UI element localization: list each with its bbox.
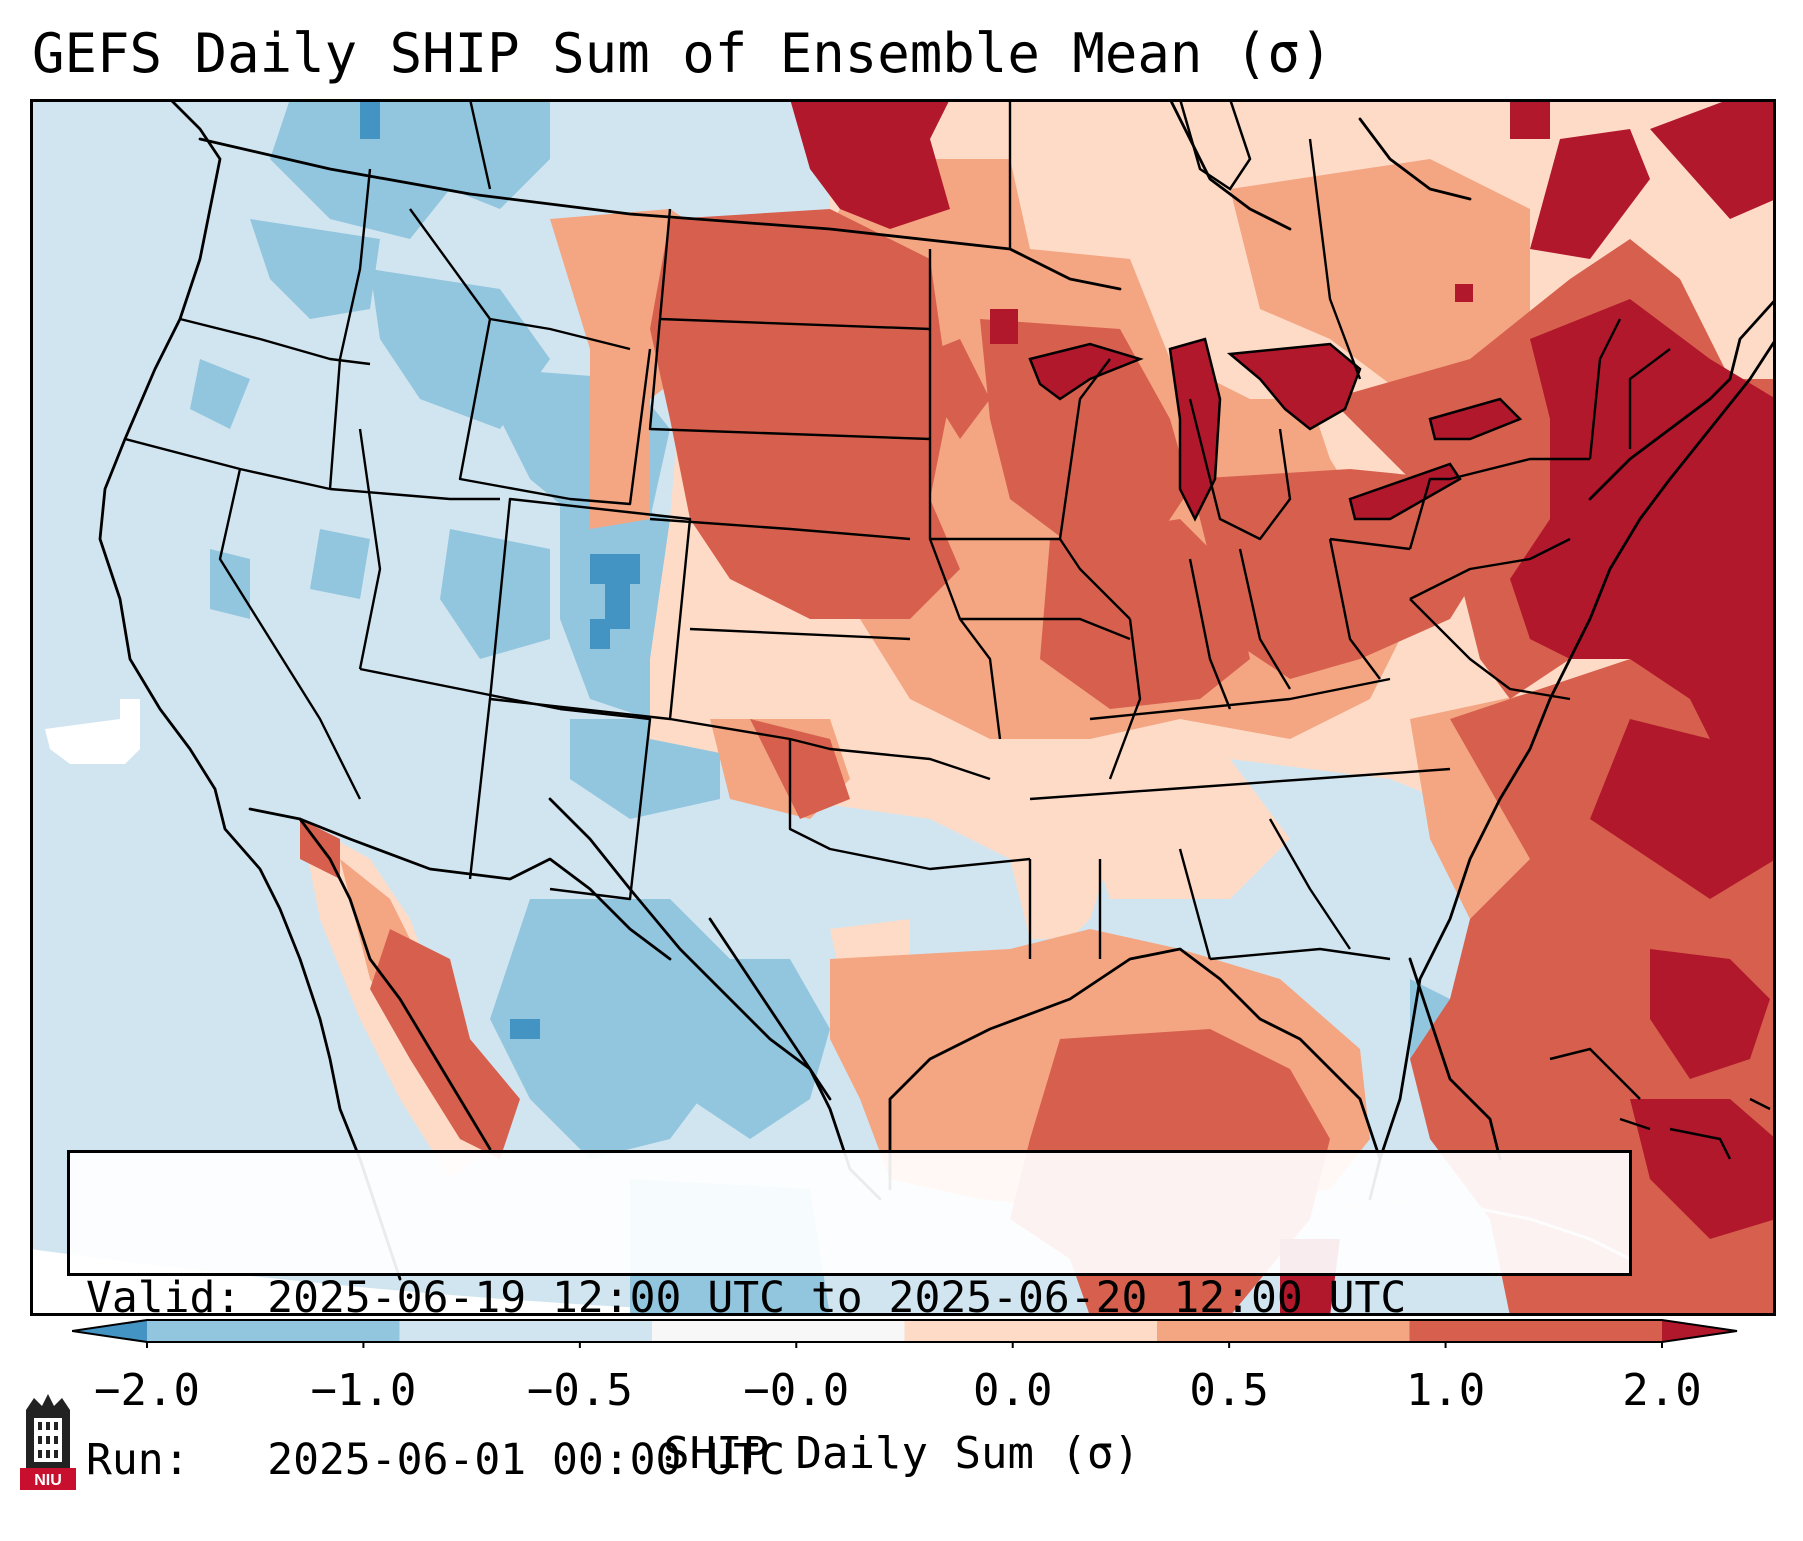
map-frame-border: [30, 99, 1776, 1316]
valid-line: Valid: 2025-06-19 12:00 UTC to 2025-06-2…: [86, 1271, 1613, 1325]
colorbar-tick-label: −1.0: [310, 1365, 417, 1416]
valid-value: 2025-06-19 12:00 UTC to 2025-06-20 12:00…: [267, 1273, 1407, 1323]
colorbar-segment: [904, 1320, 1158, 1342]
colorbar-tick-label: −2.0: [94, 1365, 200, 1416]
no-data-patch: [45, 699, 140, 764]
logo-text: NIU: [34, 1472, 62, 1489]
map-title: GEFS Daily SHIP Sum of Ensemble Mean (σ): [32, 22, 1333, 85]
map-panel: [30, 99, 1776, 1316]
colorbar-tick-label: 0.0: [972, 1365, 1053, 1416]
coastlines-and-borders: [98, 99, 1776, 1281]
colorbar-segment: [1409, 1320, 1663, 1342]
niu-logo: NIU: [20, 1390, 76, 1490]
colorbar-label: SHIP Daily Sum (σ): [663, 1428, 1140, 1479]
great-lakes: [1028, 337, 1523, 522]
colorbar-extend-low: [72, 1320, 147, 1342]
colorbar-segment: [652, 1320, 905, 1342]
colorbar-segment: [147, 1320, 400, 1342]
colorbar-tick-label: −0.0: [743, 1365, 850, 1416]
colorbar-tick-label: −0.5: [526, 1365, 633, 1416]
colorbar-tick-label: 0.5: [1189, 1365, 1269, 1416]
colorbar-tick-label: 2.0: [1622, 1365, 1702, 1416]
colorbar-tick-label: 1.0: [1405, 1365, 1486, 1416]
run-label: Run:: [86, 1435, 190, 1485]
run-line: Run: 2025-06-01 00:00 UTC: [86, 1433, 1613, 1487]
colorbar: [72, 1319, 1738, 1348]
tower-icon: [20, 1394, 76, 1490]
run-value: 2025-06-01 00:00 UTC: [267, 1435, 785, 1485]
state-borders: [124, 99, 1671, 961]
caribbean-islands: [1549, 1047, 1771, 1160]
colorbar-segment: [399, 1320, 653, 1342]
hudson-inlet: [1178, 99, 1252, 191]
valid-label: Valid:: [86, 1273, 242, 1323]
ship-anomaly-map: [30, 99, 1776, 1316]
colorbar-segment: [1157, 1320, 1410, 1342]
projection-edge: [30, 1249, 830, 1316]
info-box: Valid: 2025-06-19 12:00 UTC to 2025-06-2…: [67, 1150, 1632, 1485]
colorbar-extend-high: [1662, 1320, 1737, 1342]
